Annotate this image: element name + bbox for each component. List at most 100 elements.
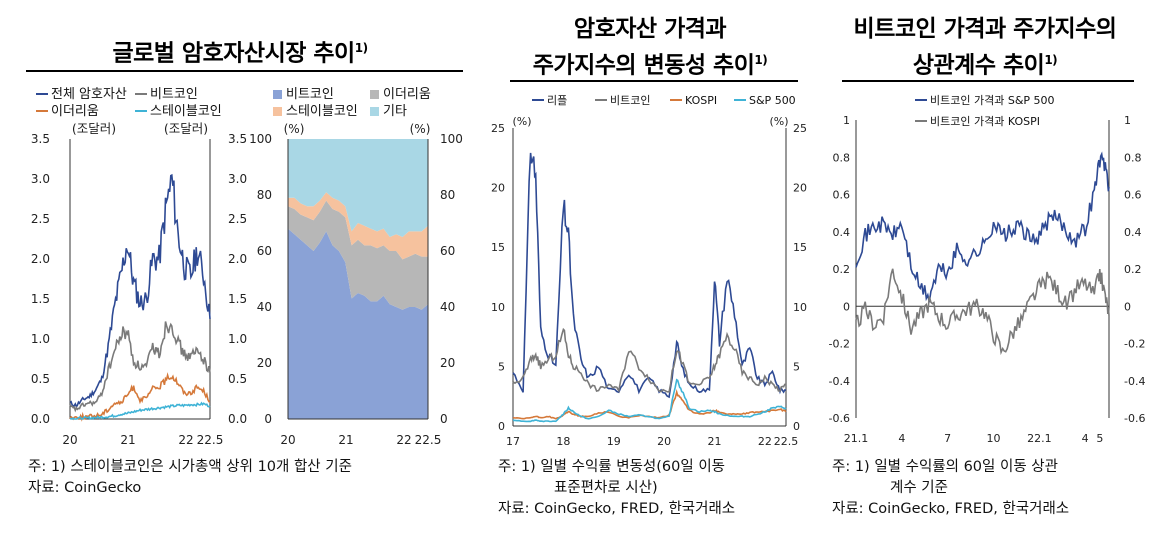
area-ytick-right: 60 [440, 244, 455, 258]
ytick-left3: -0.6 [829, 412, 850, 425]
series-line-3 [69, 401, 211, 421]
panel1-title-underline [26, 70, 463, 72]
area-ytick-left: 100 [249, 132, 272, 146]
chart3: 비트코인 가격과 S&P 500 비트코인 가격과 KOSPI -0.6 -0.6 -0… [829, 94, 1146, 445]
area-1 [288, 200, 428, 310]
legend-share-other-swatch [370, 107, 379, 116]
ytick-right3: 0.8 [1124, 151, 1142, 164]
area-3 [288, 139, 428, 237]
xtick: 22.5 [197, 433, 224, 447]
ytick-right: 0.0 [228, 412, 247, 426]
legend-share-btc-swatch [273, 90, 282, 99]
xtick3: 5 [1096, 432, 1103, 445]
ytick-right2: 20 [793, 182, 807, 195]
legend-share-other-label: 기타 [383, 104, 407, 119]
chart2: 리플 비트코인 KOSPI S&P 500 (%) (%) 0 0 5 5 10 10 15 15 20 20… [491, 94, 807, 448]
xtick3: 4 [898, 432, 905, 445]
area-ytick-right: 80 [440, 188, 455, 202]
ytick-left2: 0 [498, 420, 505, 433]
ytick-left: 3.5 [31, 132, 50, 146]
legend-sp-label: 비트코인 가격과 S&P 500 [930, 94, 1055, 107]
area-ytick-right: 20 [440, 356, 455, 370]
ytick-left: 2.0 [31, 252, 50, 266]
panel1-note: 주: 1) 스테이블코인은 시가총액 상위 10개 합산 기준 [28, 459, 352, 475]
area-xtick: 20 [280, 433, 295, 447]
xtick2: 22.5 [774, 435, 799, 448]
xtick3: 10 [987, 432, 1001, 445]
legend-share-eth-swatch [370, 90, 379, 99]
series-line-2 [69, 372, 211, 422]
xtick: 22 [178, 433, 193, 447]
legend-share-stable-label: 스테이블코인 [286, 104, 358, 119]
ytick-right: 2.5 [228, 212, 247, 226]
ytick-right: 0.5 [228, 372, 247, 386]
area-xtick: 22.5 [415, 433, 442, 447]
ytick-right: 2.0 [228, 252, 247, 266]
area-ytick-left: 60 [257, 244, 272, 258]
xtick2: 19 [607, 435, 621, 448]
area-ytick-left: 40 [257, 300, 272, 314]
ytick-right2: 10 [793, 301, 807, 314]
area-ytick-left: 80 [257, 188, 272, 202]
legend-btc-label: 비트코인 [150, 87, 198, 102]
ytick-right3: 0.6 [1124, 189, 1142, 202]
xtick2: 17 [506, 435, 520, 448]
panel2-title-underline [510, 80, 798, 82]
ytick-left3: 1 [843, 114, 850, 127]
ytick-right: 3.5 [228, 132, 247, 146]
ytick-right3: 0 [1124, 300, 1131, 313]
legend-total-label: 전체 암호자산 [51, 87, 127, 102]
area-ytick-left: 20 [257, 356, 272, 370]
ytick-left: 2.5 [31, 212, 50, 226]
ytick-right3: -0.2 [1124, 338, 1145, 351]
legend-eth-label: 이더리움 [51, 104, 99, 119]
series-line3-1 [855, 268, 1110, 356]
series-line2-2 [512, 388, 787, 420]
series-line-1 [69, 321, 211, 413]
ytick-left3: 0.6 [833, 189, 851, 202]
panel-correlation: 비트코인 가격과 주가지수의 상관계수 추이1) 비트코인 가격과 S&P 50… [820, 0, 1170, 545]
ytick-left: 1.0 [31, 332, 50, 346]
xtick2: 18 [556, 435, 570, 448]
panel-volatility: 암호자산 가격과 주가지수의 변동성 추이1) 리플 비트코인 KOSPI S&P 5… [480, 0, 820, 545]
xtick: 21 [120, 433, 135, 447]
ytick-left: 3.0 [31, 172, 50, 186]
area-ytick-right: 100 [440, 132, 463, 146]
xtick2: 22 [758, 435, 772, 448]
ytick-left3: 0 [843, 300, 850, 313]
ytick-right3: 0.2 [1124, 263, 1142, 276]
ytick-left3: 0.8 [833, 151, 851, 164]
panel3-source: 자료: CoinGecko, FRED, 한국거래소 [832, 501, 1070, 517]
ytick-right: 1.5 [228, 292, 247, 306]
xtick: 20 [62, 433, 77, 447]
ytick-right3: -0.4 [1124, 375, 1145, 388]
legend-sp500-label: S&P 500 [749, 94, 796, 107]
legend-xrp-label: 리플 [547, 94, 567, 107]
ytick-right2: 5 [793, 360, 800, 373]
ytick-left3: 0.2 [833, 263, 851, 276]
panel2-note-cont: 표준편차로 시산) [554, 480, 658, 496]
ytick-right3: 1 [1124, 114, 1131, 127]
legend-kospi-label: KOSPI [685, 94, 717, 107]
series-line2-0 [512, 152, 787, 399]
ytick-left: 0.0 [31, 412, 50, 426]
legend-share-btc-label: 비트코인 [286, 87, 334, 102]
ytick-right2: 0 [793, 420, 800, 433]
xtick2: 21 [707, 435, 721, 448]
ytick-right2: 15 [793, 241, 807, 254]
ytick-right3: -0.6 [1124, 412, 1145, 425]
unit-pct-left: (%) [284, 122, 305, 136]
ytick-left2: 20 [491, 182, 505, 195]
xtick3: 4 [1082, 432, 1089, 445]
panel3-note-cont: 계수 기준 [890, 480, 948, 496]
xtick3: 7 [944, 432, 951, 445]
area-xtick: 21 [338, 433, 353, 447]
panel2-title-line1: 암호자산 가격과 [573, 16, 727, 42]
ytick-left2: 25 [491, 122, 505, 135]
area-0 [288, 228, 428, 419]
area-ytick-right: 0 [440, 412, 448, 426]
legend-share-stable-swatch [273, 107, 282, 116]
panel1-title: 글로벌 암호자산시장 추이1) [112, 40, 368, 67]
